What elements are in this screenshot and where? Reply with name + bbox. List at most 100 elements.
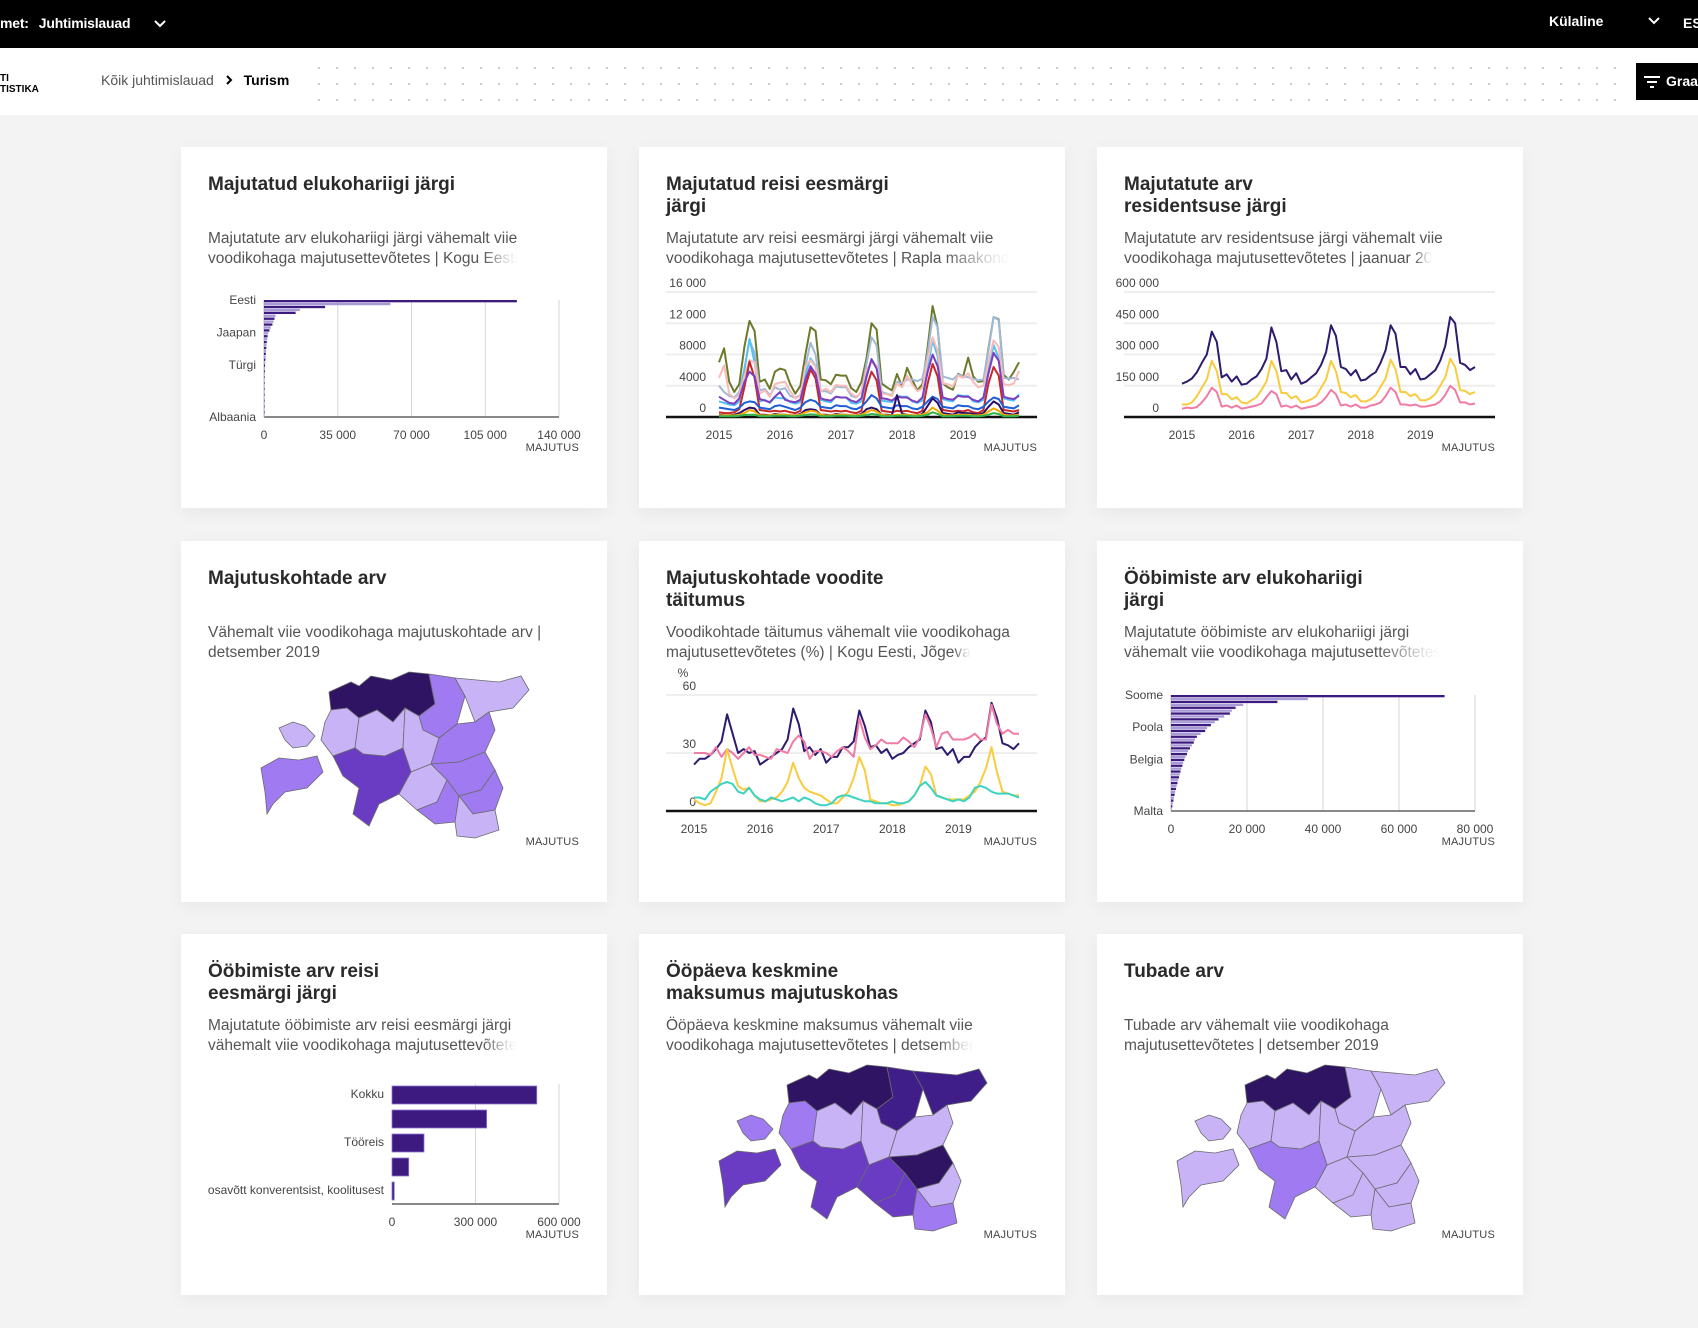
map-region-voru — [454, 795, 500, 839]
y-tick-label: Eesti — [229, 293, 256, 307]
decorative-dot-pattern — [310, 60, 1630, 104]
bar — [1171, 718, 1219, 721]
card-subtitle-fade: Eesti — [483, 250, 518, 267]
card-subtitle-line2: voodikohaga majutusettevõtetes | jaanuar — [1124, 250, 1415, 267]
card-source[interactable]: MAJUTUS — [983, 1229, 1037, 1241]
x-tick-label: 40 000 — [1305, 822, 1342, 836]
chevron-down-icon[interactable] — [1647, 14, 1661, 28]
card-subtitle-line1: Majutatute ööbimiste arv elukohariigi jä… — [1124, 624, 1410, 641]
bar — [264, 329, 270, 332]
card-title: Majutuskohtade voodite täitumus — [666, 568, 884, 611]
dashboard-card[interactable]: Majutuskohtade voodite täitumus Voodikoh… — [639, 541, 1065, 902]
series-line — [718, 351, 1020, 405]
card-subtitle: Ööpäeva keskmine maksumus vähemalt viie … — [666, 1016, 1016, 1056]
map-region-saare — [1176, 1148, 1240, 1209]
dashboard-card[interactable]: Ööpäeva keskmine maksumus majutuskohas Ö… — [639, 934, 1065, 1295]
map-region-voru — [1370, 1188, 1416, 1232]
x-tick-label: 0 — [389, 1215, 396, 1229]
dashboard-card[interactable]: Majutuskohtade arv Vähemalt viie voodiko… — [181, 541, 607, 902]
card-subtitle-fade: õtete — [482, 1037, 518, 1054]
map-lake — [961, 1117, 979, 1153]
x-tick-label: 2017 — [828, 428, 855, 442]
map-estonia — [718, 1064, 988, 1232]
breadcrumb-root[interactable]: Kõik juhtimislauad — [101, 72, 214, 88]
language-selector[interactable]: ES — [1683, 15, 1698, 31]
series-line — [693, 701, 1020, 766]
card-subtitle-line1: Majutatute arv elukohariigi järgi vähema… — [208, 230, 518, 247]
y-tick-label: 150 000 — [1116, 370, 1160, 384]
card-source[interactable]: MAJUTUS — [1441, 1229, 1495, 1241]
bar — [1171, 715, 1225, 718]
card-source[interactable]: MAJUTUS — [525, 1229, 579, 1241]
chart-area — [718, 1064, 988, 1232]
card-title: Majutatute arv residentsuse järgi — [1124, 174, 1287, 217]
bar — [1171, 724, 1211, 727]
y-axis-label: % — [678, 666, 689, 680]
card-source[interactable]: MAJUTUS — [983, 442, 1037, 454]
card-subtitle-line1: Majutatute arv residentsuse järgi vähema… — [1124, 230, 1443, 247]
x-tick-label: 2016 — [767, 428, 794, 442]
card-subtitle-line1: Majutatute ööbimiste arv reisi eesmärgi … — [208, 1017, 512, 1034]
chevron-down-icon[interactable] — [153, 17, 167, 31]
bar — [264, 364, 266, 367]
x-tick-label: 2019 — [950, 428, 977, 442]
bar — [264, 320, 274, 323]
filter-button[interactable]: Graa — [1636, 63, 1698, 100]
card-title: Majutatud elukohariigi järgi — [208, 174, 456, 195]
x-tick-label: 0 — [1168, 822, 1175, 836]
dashboard-card[interactable]: Ööbimiste arv reisi eesmärgi järgi Majut… — [181, 934, 607, 1295]
series-line — [718, 360, 1020, 415]
y-tick-label: 0 — [689, 795, 696, 809]
y-tick-label: Poola — [1132, 720, 1163, 734]
card-title: Ööbimiste arv reisi eesmärgi järgi — [208, 961, 380, 1004]
x-tick-label: 35 000 — [319, 428, 356, 442]
y-tick-label: 0 — [699, 401, 706, 415]
dashboard-card[interactable]: Majutatud elukohariigi järgi Majutatute … — [181, 147, 607, 508]
chart-area — [1176, 1064, 1446, 1232]
logo-line1: TI — [0, 73, 9, 84]
dashboard-card[interactable]: Majutatud reisi eesmärgi järgi Majutatut… — [639, 147, 1065, 508]
card-subtitle: Majutatute arv residentsuse järgi vähema… — [1124, 229, 1474, 269]
card-source[interactable]: MAJUTUS — [1441, 442, 1495, 454]
context-selector[interactable]: met: Juhtimislauad — [0, 15, 130, 31]
bar — [1171, 793, 1175, 796]
bar — [1171, 805, 1173, 808]
bar — [264, 378, 265, 382]
chart-area — [260, 671, 530, 839]
bar — [1171, 712, 1230, 715]
bar — [264, 311, 296, 315]
card-subtitle-fade: tevõtetes — [1378, 644, 1442, 661]
bar — [1171, 767, 1182, 770]
map-region-ida-viru — [1370, 1068, 1446, 1116]
bar — [1171, 741, 1194, 744]
map-region-hiiu — [736, 1114, 774, 1142]
series-line — [694, 703, 1019, 760]
series-line — [694, 781, 1020, 807]
y-tick-label: 0 — [1152, 401, 1159, 415]
bar — [1171, 799, 1174, 802]
dashboard-card[interactable]: Ööbimiste arv elukohariigi järgi Majutat… — [1097, 541, 1523, 902]
card-source[interactable]: MAJUTUS — [525, 442, 579, 454]
card-source[interactable]: MAJUTUS — [983, 836, 1037, 848]
bar — [264, 367, 265, 370]
bar — [1171, 753, 1187, 756]
logo-line2: TISTIKA — [0, 84, 39, 95]
series-line — [718, 305, 1020, 395]
bar — [264, 340, 267, 344]
card-subtitle-line2: voodikohaga majutusettevõtetes | Rapla — [666, 250, 946, 267]
chart-area: 0 300 000 600 000 Kokku Tööreis osavõtt konve… — [208, 1084, 581, 1229]
x-tick-label: 2016 — [747, 822, 774, 836]
bar — [1171, 776, 1179, 779]
card-subtitle: Tubade arv vähemalt viie voodikohaga maj… — [1124, 1016, 1474, 1056]
card-source[interactable]: MAJUTUS — [1441, 836, 1495, 848]
y-tick-label: 600 000 — [1116, 276, 1160, 290]
dashboard-card[interactable]: Tubade arv Tubade arv vähemalt viie vood… — [1097, 934, 1523, 1295]
card-title: Ööbimiste arv elukohariigi järgi — [1124, 568, 1363, 611]
card-source[interactable]: MAJUTUS — [525, 836, 579, 848]
user-menu[interactable]: Külaline — [1549, 13, 1604, 29]
filter-icon — [1644, 76, 1660, 88]
dashboard-card[interactable]: Majutatute arv residentsuse järgi Majuta… — [1097, 147, 1523, 508]
bar — [1171, 735, 1197, 738]
logo[interactable]: TI TISTIKA — [0, 73, 39, 95]
card-subtitle-line2: detsember 2019 — [208, 644, 321, 661]
